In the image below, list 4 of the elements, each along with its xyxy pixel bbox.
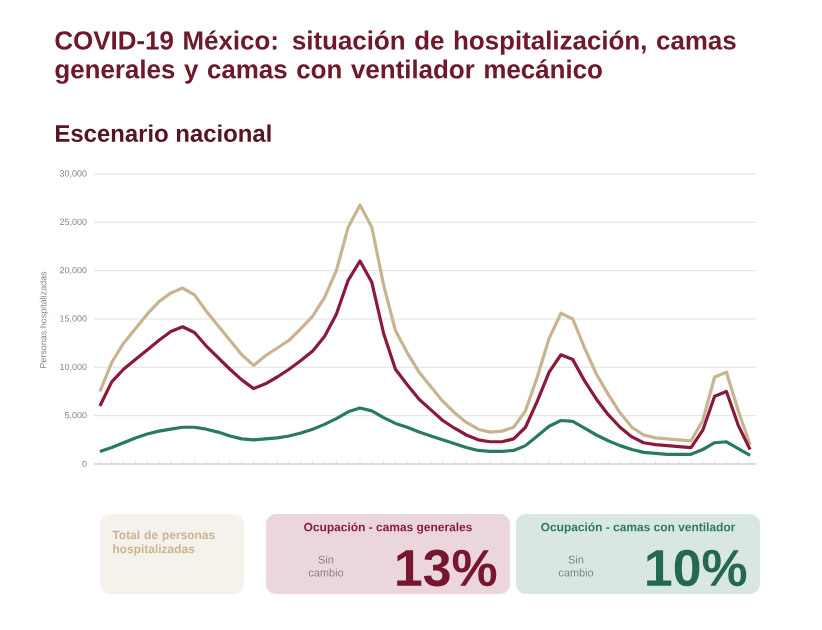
chart-subtitle: Escenario nacional — [55, 124, 271, 142]
text: 10% — [647, 549, 747, 587]
text: 13% — [397, 549, 497, 587]
chart-title: COVID-19 México: situación de hospitalización, camas generales y camas con ventilador mecánico — [55, 30, 736, 84]
